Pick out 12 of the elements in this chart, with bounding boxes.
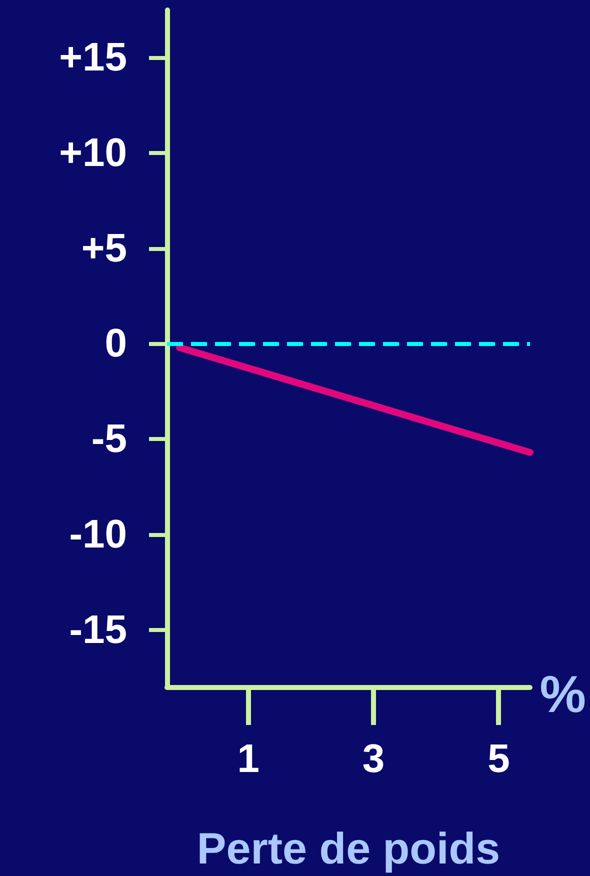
y-tick-label: -5 [91, 417, 127, 462]
y-tick-label: 0 [104, 322, 127, 366]
y-tick-label: +5 [81, 226, 127, 270]
text: % [540, 666, 586, 724]
x-tick-label: 1 [237, 737, 260, 781]
x-tick-label: 3 [362, 737, 385, 781]
y-tick-label: +15 [59, 36, 127, 80]
y-tick-label: +10 [59, 131, 127, 176]
x-axis-title: Perte de poids [196, 824, 500, 874]
y-tick-label: -15 [69, 608, 127, 652]
x-tick-label: 5 [488, 737, 510, 781]
y-tick-label: -10 [69, 512, 127, 556]
